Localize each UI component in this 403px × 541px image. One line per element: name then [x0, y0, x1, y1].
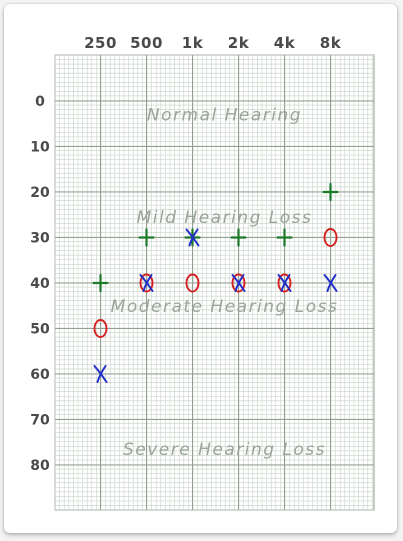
- point-plus: [138, 228, 155, 247]
- point-plus: [322, 182, 339, 202]
- point-cross: [323, 274, 338, 292]
- y-tick-label: 40: [30, 276, 50, 292]
- point-cross: [93, 365, 108, 383]
- point-cross: [185, 228, 200, 247]
- point-plus: [230, 228, 247, 247]
- point-cross: [231, 274, 246, 292]
- y-tick-label: 0: [35, 94, 45, 110]
- x-tick-label: 4k: [274, 34, 296, 52]
- point-cross: [139, 274, 154, 292]
- y-tick-label: 20: [30, 185, 50, 201]
- zone-label: Severe Hearing Loss: [123, 440, 326, 460]
- x-tick-label: 1k: [182, 34, 204, 52]
- point-circle: [185, 273, 200, 293]
- point-circle: [231, 273, 246, 293]
- x-tick-label: 500: [130, 34, 163, 52]
- zone-label: Normal Hearing: [147, 106, 302, 126]
- point-plus: [276, 228, 293, 247]
- y-tick-label: 30: [30, 231, 50, 247]
- x-tick-label: 8k: [320, 34, 342, 52]
- x-tick-label: 2k: [228, 34, 250, 52]
- point-circle: [139, 273, 154, 293]
- point-plus: [92, 273, 109, 293]
- point-circle: [277, 273, 292, 293]
- point-cross: [277, 274, 292, 292]
- y-tick-label: 10: [30, 140, 50, 156]
- point-circle: [93, 319, 108, 338]
- y-tick-label: 70: [30, 413, 50, 429]
- x-tick-label: 250: [84, 34, 117, 52]
- y-tick-label: 60: [30, 367, 50, 383]
- point-circle: [323, 228, 338, 247]
- grid: [54, 54, 375, 511]
- zone-label: Mild Hearing Loss: [137, 208, 313, 228]
- y-tick-label: 80: [30, 458, 50, 474]
- zone-label: Moderate Hearing Loss: [111, 297, 339, 317]
- y-tick-label: 50: [30, 322, 50, 338]
